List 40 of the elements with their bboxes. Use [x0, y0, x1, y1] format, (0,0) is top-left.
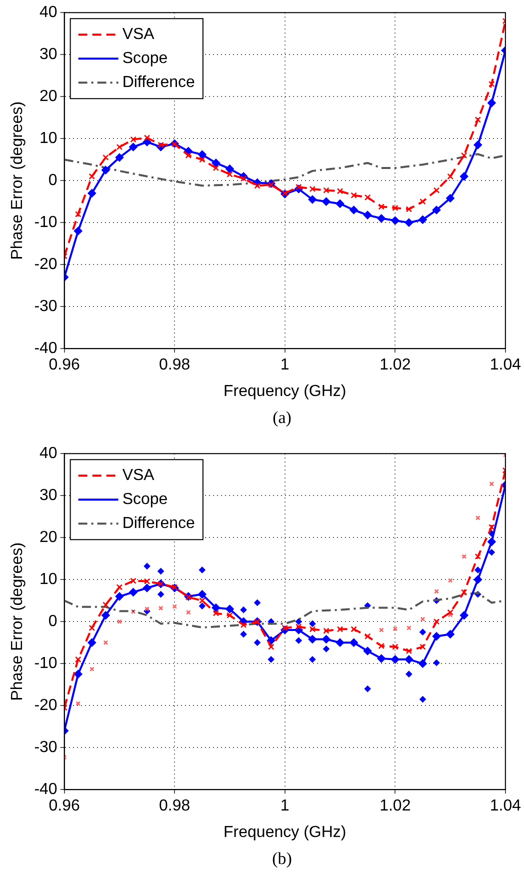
y-axis-title: Phase Error (degrees) [9, 542, 26, 701]
x-tick-label: 1 [280, 356, 290, 374]
y-tick-label: 0 [48, 172, 58, 190]
y-tick-label: -30 [34, 739, 58, 756]
y-tick-label: -40 [34, 781, 58, 798]
x-tick-label: 0.98 [159, 798, 190, 815]
x-axis-title: Frequency (GHz) [224, 824, 346, 841]
text: (b) [271, 848, 293, 870]
y-tick-label: -20 [34, 256, 58, 274]
y-tick-label: 10 [40, 130, 58, 148]
y-tick-label: 10 [40, 571, 58, 588]
x-tick-label: 0.96 [48, 356, 80, 374]
legend-label: VSA [122, 26, 155, 44]
y-tick-label: -10 [34, 655, 58, 672]
x-axis-title: Frequency (GHz) [224, 382, 346, 400]
legend-label: Scope [122, 491, 168, 508]
y-tick-label: 20 [40, 88, 58, 106]
text: (a) [272, 407, 292, 429]
y-tick-label: 30 [40, 46, 58, 64]
x-tick-label: 1.02 [380, 356, 411, 374]
legend-label: Difference [122, 74, 196, 92]
y-axis-title: Phase Error (degrees) [9, 101, 26, 260]
y-tick-label: 0 [48, 613, 58, 630]
y-tick-label: -30 [34, 298, 58, 316]
legend-label: Scope [122, 50, 168, 68]
y-tick-label: 20 [40, 529, 58, 546]
y-tick-label: -10 [34, 214, 58, 232]
x-tick-label: 0.96 [48, 798, 80, 815]
x-tick-label: 1.04 [490, 798, 522, 815]
y-tick-label: 40 [40, 445, 58, 462]
y-tick-label: -20 [34, 697, 58, 714]
x-tick-label: 0.98 [159, 356, 190, 374]
y-tick-label: 40 [40, 4, 58, 22]
x-tick-label: 1.04 [490, 356, 522, 374]
y-tick-label: 30 [40, 487, 58, 504]
x-tick-label: 1.02 [380, 798, 411, 815]
legend-label: Difference [122, 515, 196, 532]
y-tick-label: -40 [34, 340, 58, 358]
x-tick-label: 1 [280, 798, 290, 815]
legend-label: VSA [122, 467, 155, 484]
